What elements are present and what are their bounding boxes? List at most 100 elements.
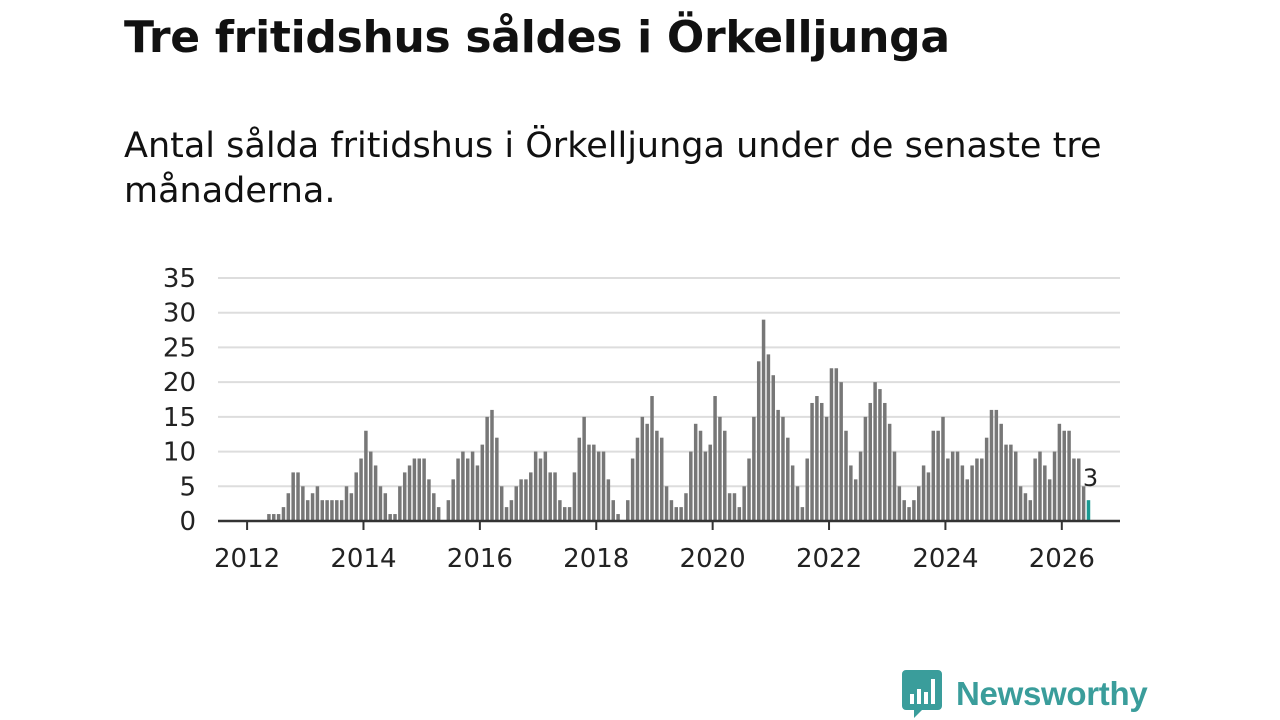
bar [844, 430, 848, 521]
bar [718, 416, 722, 521]
bar [427, 479, 431, 521]
bar [606, 479, 611, 521]
bar [558, 500, 562, 521]
bar [475, 465, 480, 521]
bar [786, 437, 790, 521]
x-tick-label-2012: 2012 [214, 544, 280, 574]
bar [902, 500, 906, 521]
bar [616, 514, 620, 521]
bar [781, 416, 785, 521]
bar [572, 472, 577, 521]
bar [1009, 444, 1013, 521]
bar [402, 472, 407, 521]
bar [805, 458, 809, 521]
bar [383, 493, 388, 521]
bar [451, 479, 455, 521]
bar [567, 507, 572, 521]
bar [267, 514, 271, 521]
y-tick-label-25: 25 [163, 333, 196, 363]
bar [1067, 430, 1071, 521]
newsworthy-bar-chart-icon [902, 670, 942, 718]
bar [936, 430, 940, 521]
bar [296, 472, 300, 521]
x-tick-label-2026: 2026 [1029, 544, 1095, 574]
bar [965, 479, 969, 521]
bar [892, 451, 897, 521]
bar [533, 451, 538, 521]
bar [960, 465, 965, 521]
bar [926, 472, 931, 521]
bar [839, 382, 843, 521]
bar [538, 458, 543, 521]
bar [490, 409, 494, 521]
bar [305, 500, 310, 521]
bar [553, 472, 557, 521]
bar [1072, 458, 1076, 521]
bar [1077, 458, 1081, 521]
bar [436, 507, 441, 521]
bar [1004, 444, 1008, 521]
x-axis-tick-labels: 2012 2014 2016 2018 2020 2022 2024 2026 [214, 544, 1095, 574]
bar [480, 444, 485, 521]
bar [461, 451, 465, 521]
bar [407, 465, 412, 521]
bar [761, 319, 766, 521]
bar [824, 416, 829, 521]
bar [674, 507, 679, 521]
bar [912, 500, 916, 521]
bar [955, 451, 960, 521]
x-tick-label-2018: 2018 [563, 544, 629, 574]
bar [727, 493, 732, 521]
bar [950, 451, 955, 521]
bar [1052, 451, 1057, 521]
bar [659, 437, 664, 521]
bar [858, 451, 863, 521]
bar [975, 458, 979, 521]
bar [887, 423, 892, 521]
bar [325, 500, 329, 521]
bar [771, 375, 776, 521]
bar [766, 354, 771, 521]
bar [1013, 451, 1018, 521]
x-tick-label-2016: 2016 [447, 544, 513, 574]
bar [849, 465, 853, 521]
bar [640, 416, 645, 521]
bar [1033, 458, 1037, 521]
bar [509, 500, 514, 521]
bar [1043, 465, 1047, 521]
bar [354, 472, 358, 521]
y-tick-label-10: 10 [163, 438, 196, 468]
bar [417, 458, 421, 521]
bar [829, 368, 834, 521]
bar [815, 396, 819, 521]
bar [664, 486, 669, 521]
bar [669, 500, 674, 521]
bar [310, 493, 315, 521]
bar [301, 486, 305, 521]
bar [529, 472, 533, 521]
bar [446, 500, 451, 521]
bar [820, 402, 824, 521]
bar [1057, 423, 1062, 521]
bar [834, 368, 839, 521]
x-axis [218, 519, 1120, 530]
bar [1023, 493, 1028, 521]
bar [364, 430, 368, 521]
bar [548, 472, 552, 521]
bar [756, 361, 761, 521]
bar [737, 507, 742, 521]
bar [999, 423, 1003, 521]
bar [747, 458, 751, 521]
y-tick-label-0: 0 [179, 507, 196, 537]
bar [742, 486, 746, 521]
bar [776, 409, 780, 521]
bar [984, 437, 989, 521]
bar [1018, 486, 1023, 521]
y-tick-label-35: 35 [163, 264, 196, 294]
bar [1086, 500, 1091, 521]
bar [276, 514, 281, 521]
bar [698, 430, 703, 521]
brand-name: Newsworthy [956, 675, 1148, 712]
bar [970, 465, 974, 521]
